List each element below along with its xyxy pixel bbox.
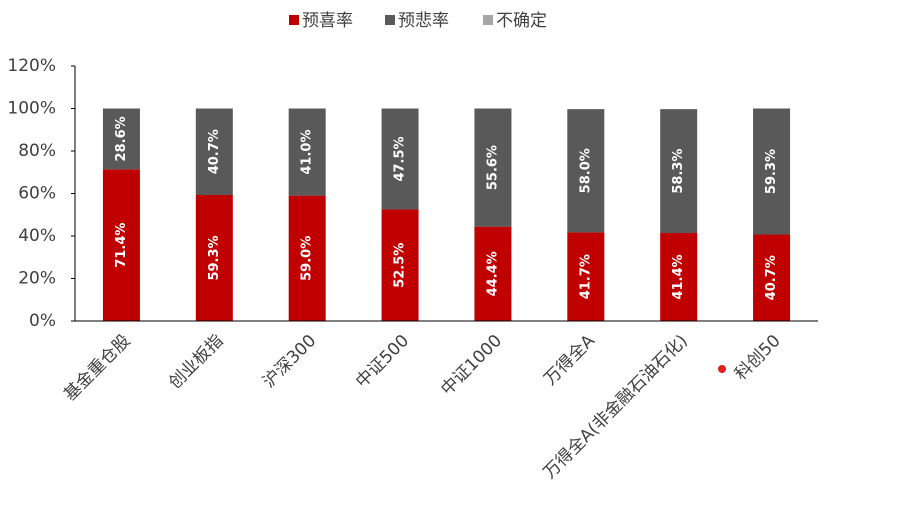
data-label: 59.3% [764,149,779,194]
bar-segment [567,232,605,321]
bar-segment [288,108,326,196]
y-tick-label: 0% [29,311,56,331]
bar-segment [288,195,326,321]
data-label: 41.7% [578,254,593,299]
bar-segment [474,108,512,227]
x-tick-label: 创业板指 [165,331,227,393]
bar-segment [753,234,791,321]
bar-segment [381,209,419,321]
data-label: 41.0% [300,130,315,175]
x-tick-label: 基金重仓股 [60,331,134,405]
data-label: 71.4% [114,223,129,268]
x-tick-label: 中证500 [352,331,413,392]
legend-label: 预悲率 [398,11,449,31]
legend-swatch [385,15,395,25]
legend-label: 不确定 [496,11,547,31]
y-tick-label: 40% [18,226,56,246]
data-label: 47.5% [393,136,408,181]
y-tick-label: 80% [18,141,56,161]
data-label: 44.4% [485,251,500,296]
bar-segment [753,108,791,235]
bar-segment [381,108,419,210]
data-label: 40.7% [764,255,779,300]
data-label: 28.6% [114,116,129,161]
data-label: 52.5% [393,243,408,288]
bar-segment [195,194,233,321]
data-label: 59.0% [300,236,315,281]
bar-segment [660,233,698,321]
y-tick-label: 100% [7,99,56,119]
data-label: 58.0% [578,148,593,193]
data-label: 40.7% [207,129,222,174]
x-tick-label: 万得全A [540,331,599,390]
legend-swatch [289,15,299,25]
x-tick-label: 中证1000 [437,331,506,400]
bar-segment [102,169,140,321]
x-tick-label: 科创50 [731,331,784,384]
marker-dot [718,365,726,373]
x-tick-label: 沪深300 [259,331,320,392]
y-tick-label: 60% [18,184,56,204]
data-label: 41.4% [671,254,686,299]
data-label: 55.6% [485,145,500,190]
bar-segment [195,108,233,195]
bar-segment [102,108,140,170]
data-label: 58.3% [671,149,686,194]
legend-swatch [483,15,493,25]
bar-segment [660,109,698,234]
y-tick-label: 120% [7,56,56,76]
legend-label: 预喜率 [302,11,353,31]
data-label: 59.3% [207,235,222,280]
y-tick-label: 20% [18,269,56,289]
bar-segment [474,226,512,321]
bar-segment [567,109,605,233]
